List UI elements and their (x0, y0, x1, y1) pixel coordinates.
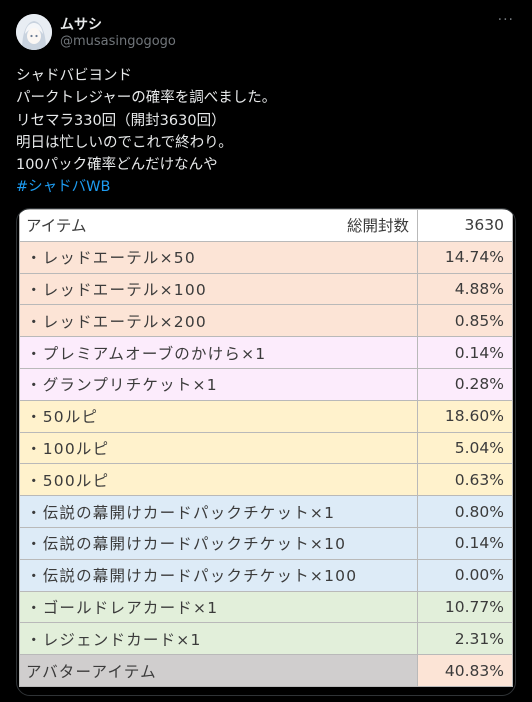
post-header: ムサシ @musasingogogo ··· (0, 0, 532, 60)
item-percentage: 2.31% (417, 622, 513, 656)
item-percentage: 0.14% (417, 336, 513, 369)
item-label: ・伝説の幕開けカードパックチケット×10 (19, 526, 418, 560)
post-text-line: リセマラ330回（開封3630回） (16, 112, 226, 129)
item-label: ・伝説の幕開けカードパックチケット×100 (19, 558, 418, 592)
table-header-row: アイテム 総開封数 3630 (18, 209, 513, 242)
item-percentage: 5.04% (417, 431, 513, 465)
table-row: ・伝説の幕開けカードパックチケット×100 0.00% (19, 558, 513, 592)
table-row: ・グランプリチケット×1 0.28% (19, 367, 513, 401)
item-percentage: 10.77% (417, 590, 513, 624)
item-label: ・ゴールドレアカード×1 (19, 590, 418, 624)
item-label: ・50ルピ (19, 399, 418, 433)
item-percentage: 0.28% (417, 367, 513, 401)
table-row: アバターアイテム 40.83% (19, 654, 513, 687)
avatar-image (16, 14, 52, 50)
display-name[interactable]: ムサシ (60, 17, 102, 33)
attached-image[interactable]: アイテム 総開封数 3630 ・レッドエーテル×50 14.74% ・レッドエーテル… (16, 208, 516, 696)
user-handle[interactable]: @musasingogogo (60, 34, 176, 49)
item-label: ・グランプリチケット×1 (19, 367, 418, 401)
item-percentage: 18.60% (417, 399, 513, 433)
item-percentage: 0.14% (417, 526, 513, 560)
item-label: ・100ルピ (19, 431, 418, 465)
table-row: ・レッドエーテル×100 4.88% (19, 272, 513, 306)
header-total-label: 総開封数 (213, 209, 418, 242)
item-label: ・500ルピ (19, 463, 418, 497)
table-row: ・レジェンドカード×1 2.31% (19, 622, 513, 656)
table-row: ・レッドエーテル×200 0.85% (19, 304, 513, 338)
table-row: ・レッドエーテル×50 14.74% (19, 240, 513, 274)
hashtag-link[interactable]: #シャドバWB (16, 179, 111, 196)
header-total-value: 3630 (417, 209, 513, 242)
item-percentage: 40.83% (417, 654, 513, 687)
item-percentage: 0.63% (417, 463, 513, 497)
item-label: ・レッドエーテル×100 (19, 272, 418, 306)
table-row: ・伝説の幕開けカードパックチケット×1 0.80% (19, 495, 513, 528)
table-row: ・伝説の幕開けカードパックチケット×10 0.14% (19, 526, 513, 560)
table-row: ・100ルピ 5.04% (19, 431, 513, 465)
item-label: ・レジェンドカード×1 (19, 622, 418, 656)
post-text-line: シャドバビヨンド (16, 68, 132, 84)
item-label: ・プレミアムオーブのかけら×1 (19, 336, 418, 369)
post-text: シャドバビヨンド パークトレジャーの確率を調べました。 リセマラ330回（開封3… (16, 65, 516, 199)
probability-table: アイテム 総開封数 3630 ・レッドエーテル×50 14.74% ・レッドエーテル… (18, 209, 513, 687)
header-item: アイテム (18, 209, 214, 242)
item-label: ・レッドエーテル×50 (19, 240, 418, 274)
table-row: ・プレミアムオーブのかけら×1 0.14% (19, 336, 513, 369)
post-text-line: パークトレジャーの確率を調べました。 (16, 90, 277, 107)
item-percentage: 0.00% (417, 558, 513, 592)
item-label: ・伝説の幕開けカードパックチケット×1 (19, 495, 418, 528)
ellipsis-icon[interactable]: ··· (497, 12, 514, 28)
table-row: ・50ルピ 18.60% (19, 399, 513, 433)
item-percentage: 0.80% (417, 495, 513, 528)
item-percentage: 14.74% (417, 240, 513, 274)
item-percentage: 0.85% (417, 304, 513, 338)
post-text-line: 明日は忙しいのでこれで終わり。 (16, 134, 233, 151)
post-text-line: 100パック確率どんだけなんや (16, 157, 218, 174)
avatar[interactable] (16, 14, 52, 50)
item-label: アバターアイテム (19, 654, 418, 687)
item-percentage: 4.88% (417, 272, 513, 306)
item-label: ・レッドエーテル×200 (19, 304, 418, 338)
table-row: ・ゴールドレアカード×1 10.77% (19, 590, 513, 624)
table-row: ・500ルピ 0.63% (19, 463, 513, 497)
